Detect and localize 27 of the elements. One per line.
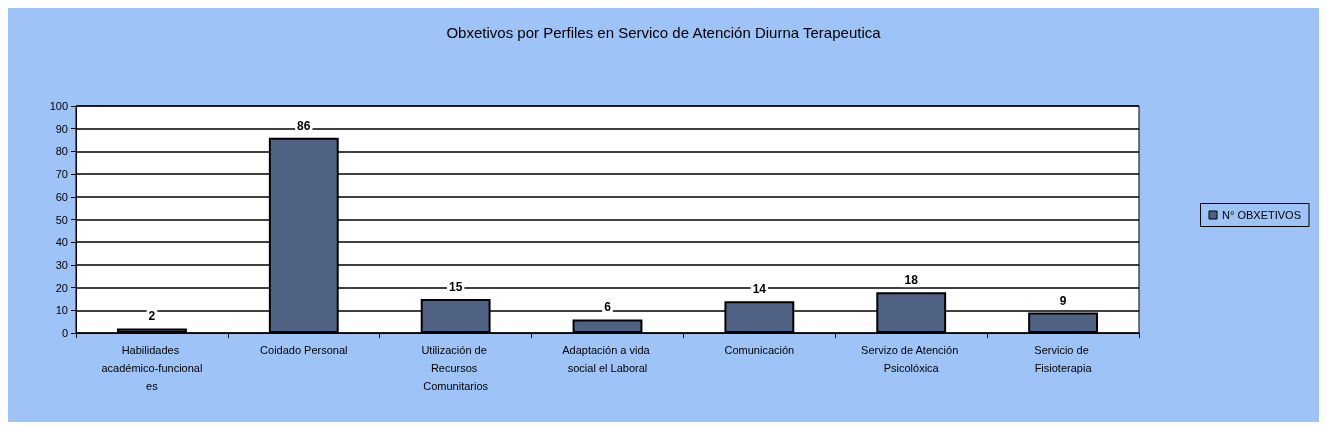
data-label: 18 (904, 273, 919, 288)
data-label: 15 (448, 279, 463, 294)
x-tick-label: Coidado Personal (260, 344, 348, 356)
y-tick-label: 60 (55, 190, 68, 203)
data-label: 14 (752, 282, 767, 297)
data-label: 9 (1059, 293, 1067, 308)
chart-title: Obxetivos por Perfiles en Servico de Atención Diurna Terapeutica (446, 24, 882, 41)
x-tick-label: Servicio de Fisioterapia (1034, 344, 1093, 374)
x-tick-label: Habilidades académico-funcionales (101, 344, 203, 392)
y-tick-label: 100 (49, 100, 68, 112)
y-tick-label: 0 (61, 327, 68, 339)
y-tick-label: 30 (55, 258, 68, 271)
x-tick-label: Adaptación a vida social el Laboral (562, 344, 653, 374)
y-tick-label: 40 (55, 236, 68, 249)
y-tick-label: 80 (55, 145, 68, 158)
x-tick-label: Servizo de Atención Psicolóxica (861, 344, 962, 374)
x-tick-label: Comunicación (724, 344, 795, 356)
y-tick-label: 10 (55, 304, 68, 317)
data-label: 86 (297, 118, 311, 133)
x-tick-label: Utilización de Recursos Comunitarios (421, 344, 490, 392)
y-tick-label: 20 (55, 281, 68, 294)
y-tick-label: 70 (55, 168, 68, 181)
y-tick-label: 90 (55, 122, 68, 135)
data-label: 6 (604, 300, 612, 315)
data-label: 2 (148, 309, 156, 324)
y-tick-label: 50 (55, 213, 68, 226)
legend-label: N° OBXETIVOS (1222, 209, 1302, 221)
